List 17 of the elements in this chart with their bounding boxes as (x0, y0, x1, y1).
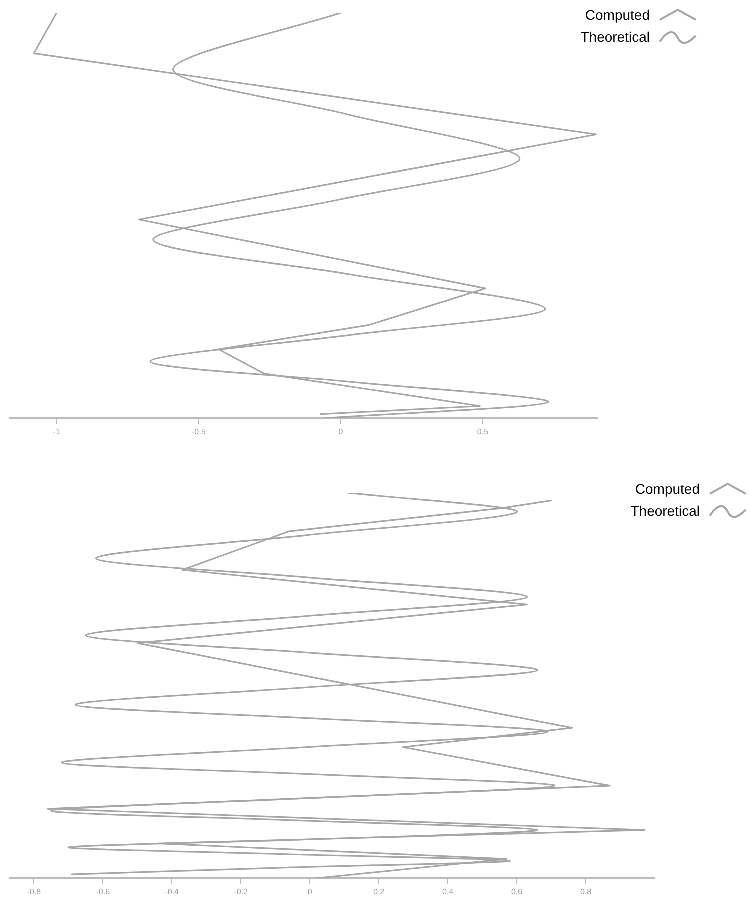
x-tick-label: -0.2 (234, 887, 249, 896)
x-tick-label: -1 (53, 427, 61, 436)
legend-label: Theoretical (630, 503, 700, 519)
x-tick-label: 0 (308, 887, 313, 896)
legend-label: Computed (635, 481, 700, 497)
x-tick-label: 0.2 (374, 887, 386, 896)
x-tick-label: 0.4 (442, 887, 454, 896)
legend-label: Computed (585, 7, 650, 23)
x-tick-label: 0.5 (477, 427, 490, 436)
x-tick-label: 0 (338, 427, 344, 436)
legend-label: Theoretical (580, 29, 650, 45)
x-tick-label: 0.8 (580, 887, 592, 896)
x-tick-label: -0.6 (96, 887, 111, 896)
x-tick-label: 0.6 (511, 887, 524, 896)
x-tick-label: -0.4 (165, 887, 180, 896)
x-tick-label: -0.5 (192, 427, 206, 436)
x-tick-label: -0.8 (27, 887, 42, 896)
